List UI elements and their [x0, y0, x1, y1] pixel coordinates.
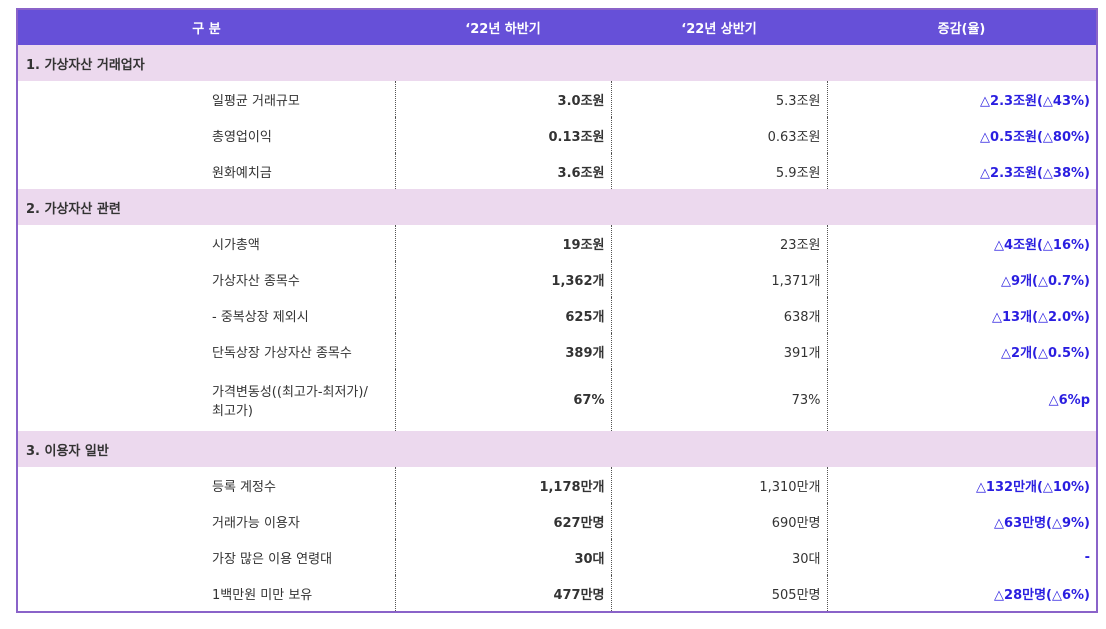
h2-value: 1,362개 [394, 261, 611, 297]
h1-value: 30대 [610, 539, 827, 575]
change-value: △4조원(△16%) [826, 225, 1097, 261]
change-value: △13개(△2.0%) [826, 297, 1097, 333]
h1-value: 23조원 [610, 225, 827, 261]
change-value: △9개(△0.7%) [826, 261, 1097, 297]
section-title: 2. 가상자산 관련 [17, 189, 1097, 225]
section-row: 2. 가상자산 관련 [17, 189, 1097, 225]
item-label: 가장 많은 이용 연령대 [212, 551, 333, 567]
h2-value: 3.0조원 [394, 81, 611, 117]
item-label: 등록 계정수 [212, 479, 276, 495]
data-row: 거래가능 이용자 627만명 690만명 △63만명(△9%) [17, 503, 1097, 539]
header-row: 구 분 ‘22년 하반기 ‘22년 상반기 증감(율) [17, 9, 1097, 45]
data-row: 원화예치금 3.6조원 5.9조원 △2.3조원(△38%) [17, 153, 1097, 189]
h1-value: 5.3조원 [610, 81, 827, 117]
change-value: △132만개(△10%) [826, 467, 1097, 503]
h2-value: 0.13조원 [394, 117, 611, 153]
h2-value: 67% [394, 369, 611, 431]
item-label: 총영업이익 [212, 129, 272, 145]
h1-value: 1,310만개 [610, 467, 827, 503]
h1-value: 5.9조원 [610, 153, 827, 189]
h1-value: 690만명 [610, 503, 827, 539]
data-row: 가장 많은 이용 연령대 30대 30대 - [17, 539, 1097, 575]
item-label: 원화예치금 [212, 165, 272, 181]
data-row: - 중복상장 제외시 625개 638개 △13개(△2.0%) [17, 297, 1097, 333]
h1-value: 638개 [610, 297, 827, 333]
item-label: 단독상장 가상자산 종목수 [212, 345, 352, 361]
data-row: 단독상장 가상자산 종목수 389개 391개 △2개(△0.5%) [17, 333, 1097, 369]
header-cell: ‘22년 하반기 [395, 9, 611, 45]
h2-value: 1,178만개 [394, 467, 611, 503]
item-label: 1백만원 미만 보유 [212, 587, 313, 603]
page: 구 분 ‘22년 하반기 ‘22년 상반기 증감(율) 1. 가상자산 거래업자 일평균… [16, 8, 1098, 613]
item-label: 거래가능 이용자 [212, 515, 300, 531]
h1-value: 1,371개 [610, 261, 827, 297]
item-label: 가격변동성((최고가-최저가)/ 최고가) [212, 385, 368, 419]
change-value: - [826, 539, 1097, 575]
h1-value: 0.63조원 [610, 117, 827, 153]
header-cell: 증감(율) [827, 9, 1097, 45]
change-value: △2.3조원(△43%) [826, 81, 1097, 117]
h1-value: 505만명 [610, 575, 827, 612]
h1-value: 391개 [610, 333, 827, 369]
h2-value: 477만명 [394, 575, 611, 612]
h1-value: 73% [610, 369, 827, 431]
change-value: △2.3조원(△38%) [826, 153, 1097, 189]
change-value: △28만명(△6%) [826, 575, 1097, 612]
item-label: 시가총액 [212, 237, 260, 253]
item-label: - 중복상장 제외시 [212, 309, 309, 325]
data-row: 총영업이익 0.13조원 0.63조원 △0.5조원(△80%) [17, 117, 1097, 153]
data-row: 일평균 거래규모 3.0조원 5.3조원 △2.3조원(△43%) [17, 81, 1097, 117]
header-cell: ‘22년 상반기 [611, 9, 827, 45]
change-value: △63만명(△9%) [826, 503, 1097, 539]
section-row: 3. 이용자 일반 [17, 431, 1097, 467]
data-row: 등록 계정수 1,178만개 1,310만개 △132만개(△10%) [17, 467, 1097, 503]
section-title: 1. 가상자산 거래업자 [17, 45, 1097, 81]
h2-value: 3.6조원 [394, 153, 611, 189]
h2-value: 30대 [394, 539, 611, 575]
section-row: 1. 가상자산 거래업자 [17, 45, 1097, 81]
header-cell: 구 분 [17, 9, 395, 45]
change-value: △2개(△0.5%) [826, 333, 1097, 369]
section-title: 3. 이용자 일반 [17, 431, 1097, 467]
h2-value: 389개 [394, 333, 611, 369]
data-row: 가상자산 종목수 1,362개 1,371개 △9개(△0.7%) [17, 261, 1097, 297]
data-row: 가격변동성((최고가-최저가)/ 최고가) 67% 73% △6%p [17, 369, 1097, 431]
change-value: △0.5조원(△80%) [826, 117, 1097, 153]
h2-value: 19조원 [394, 225, 611, 261]
data-row: 시가총액 19조원 23조원 △4조원(△16%) [17, 225, 1097, 261]
h2-value: 627만명 [394, 503, 611, 539]
change-value: △6%p [826, 369, 1097, 431]
h2-value: 625개 [394, 297, 611, 333]
data-row: 1백만원 미만 보유 477만명 505만명 △28만명(△6%) [17, 575, 1097, 612]
item-label: 가상자산 종목수 [212, 273, 300, 289]
data-table: 구 분 ‘22년 하반기 ‘22년 상반기 증감(율) 1. 가상자산 거래업자 일평균… [16, 8, 1098, 613]
item-label: 일평균 거래규모 [212, 93, 300, 109]
